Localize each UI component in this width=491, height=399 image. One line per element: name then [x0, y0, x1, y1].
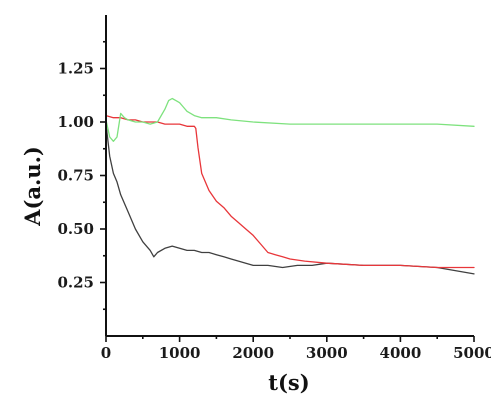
- y-tick-label: 0.50: [57, 220, 94, 238]
- series-layer: [105, 97, 475, 275]
- series-line-2: [105, 114, 475, 269]
- y-tick-label: 0.75: [57, 167, 94, 185]
- y-tick-label: 1.25: [57, 60, 94, 78]
- x-tick-label: 5000: [453, 344, 491, 362]
- y-tick-label: 1.00: [57, 113, 94, 131]
- x-tick-label: 1000: [159, 344, 201, 362]
- x-tick-label: 4000: [380, 344, 422, 362]
- x-axis-title: t(s): [268, 370, 309, 395]
- x-tick-label: 2000: [232, 344, 274, 362]
- y-axis-title: A(a.u.): [20, 146, 45, 227]
- y-tick-label: 0.25: [57, 274, 94, 292]
- series-line-1: [105, 123, 475, 275]
- x-tick-label: 3000: [306, 344, 348, 362]
- axes-layer: 0.25 0.50 0.75 1.00 1.25 0 1000 2000 3000 4000 500…: [57, 15, 491, 362]
- series-line-3: [105, 97, 475, 142]
- x-tick-label: 0: [101, 344, 111, 362]
